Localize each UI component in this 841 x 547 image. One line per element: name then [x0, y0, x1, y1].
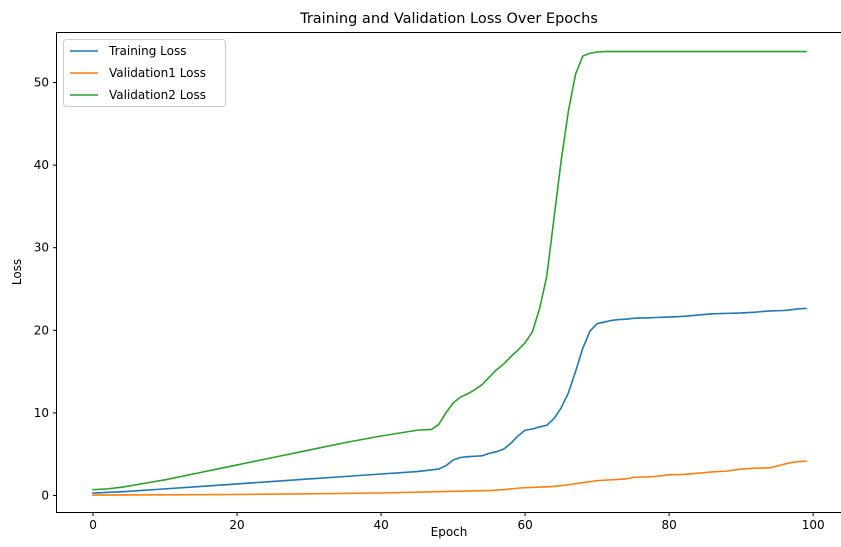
y-tick-label: 40	[34, 158, 49, 172]
x-tick-label: 100	[802, 518, 825, 532]
legend-label-0: Training Loss	[108, 44, 186, 58]
series-line-2	[92, 50, 807, 491]
series-line-1	[92, 460, 807, 496]
y-axis-title: Loss	[10, 259, 24, 285]
x-axis: 0 20 40 60 80 100	[89, 512, 825, 532]
y-tick-label: 30	[34, 241, 49, 255]
legend-box	[63, 39, 226, 107]
y-tick-label: 10	[34, 406, 49, 420]
series-layer	[92, 50, 807, 496]
y-axis: 0 10 20 30 40 50	[34, 76, 57, 502]
legend-label-2: Validation2 Loss	[109, 88, 206, 102]
chart-title: Training and Validation Loss Over Epochs	[299, 11, 598, 27]
x-axis-title: Epoch	[431, 525, 468, 539]
x-tick-label: 0	[89, 518, 97, 532]
legend-label-1: Validation1 Loss	[109, 66, 206, 80]
y-tick-label: 0	[41, 488, 49, 502]
x-tick-label: 80	[662, 518, 677, 532]
series-line-0	[92, 307, 807, 494]
y-tick-label: 50	[34, 76, 49, 90]
legend: Training Loss Validation1 Loss Validation2…	[63, 39, 226, 107]
plot-frame	[56, 32, 841, 513]
x-tick-label: 60	[517, 518, 532, 532]
y-tick-label: 20	[34, 323, 49, 337]
x-tick-label: 40	[373, 518, 388, 532]
x-tick-label: 20	[229, 518, 244, 532]
